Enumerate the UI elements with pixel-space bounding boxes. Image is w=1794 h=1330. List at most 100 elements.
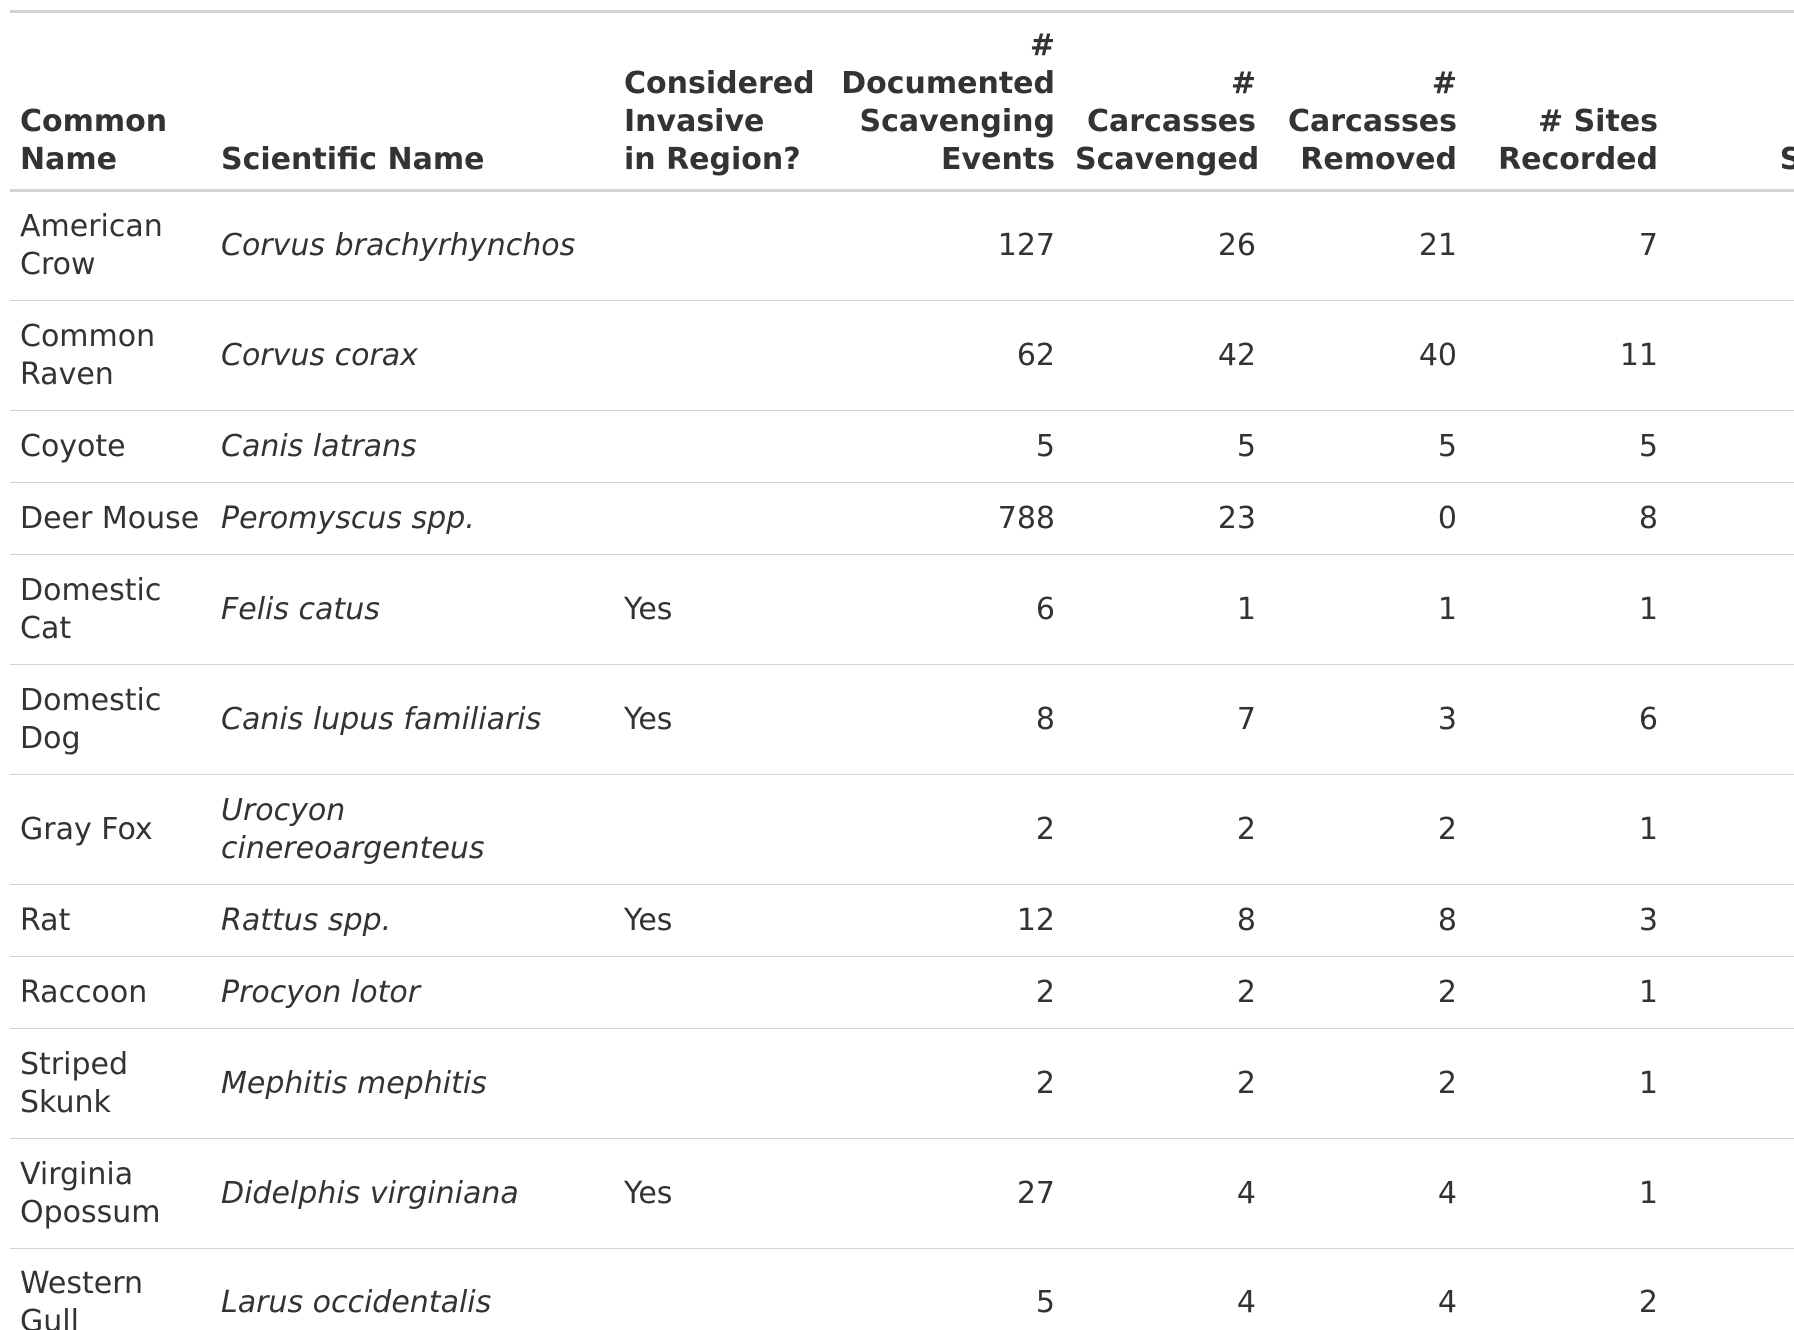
- scientific-name-cell: Peromyscus spp.: [211, 483, 614, 555]
- sites-cell: 6: [1467, 665, 1668, 775]
- events-cell: 6: [815, 555, 1065, 665]
- sites-cell: 3: [1467, 885, 1668, 957]
- removed-cell: 2: [1266, 1029, 1467, 1139]
- events-cell: 2: [815, 1029, 1065, 1139]
- common-name-cell: Virginia Opossum: [10, 1139, 211, 1249]
- invasive-cell: [614, 1249, 815, 1330]
- header-sum-maxn: Su MaxI All S: [1668, 12, 1794, 191]
- invasive-cell: [614, 191, 815, 301]
- table-row: Domestic Cat Felis catus Yes 6 1 1 1: [10, 555, 1794, 665]
- header-common-name: Common Name: [10, 12, 211, 191]
- events-cell: 5: [815, 411, 1065, 483]
- events-cell: 2: [815, 957, 1065, 1029]
- removed-cell: 2: [1266, 775, 1467, 885]
- invasive-cell: [614, 957, 815, 1029]
- sum-maxn-cell: [1668, 885, 1794, 957]
- header-scientific-name: Scientific Name: [211, 12, 614, 191]
- table-row: Rat Rattus spp. Yes 12 8 8 3: [10, 885, 1794, 957]
- sites-cell: 1: [1467, 775, 1668, 885]
- common-name-cell: Coyote: [10, 411, 211, 483]
- sum-maxn-cell: [1668, 1029, 1794, 1139]
- sites-cell: 2: [1467, 1249, 1668, 1330]
- invasive-cell: Yes: [614, 665, 815, 775]
- table-row: American Crow Corvus brachyrhynchos 127 …: [10, 191, 1794, 301]
- removed-cell: 8: [1266, 885, 1467, 957]
- scavenger-table-container: Common Name Scientific Name Considered I…: [10, 10, 1794, 1330]
- invasive-cell: [614, 1029, 815, 1139]
- common-name-cell: Common Raven: [10, 301, 211, 411]
- header-documented-events: # Documented Scavenging Events: [815, 12, 1065, 191]
- sum-maxn-cell: [1668, 665, 1794, 775]
- scavenged-cell: 26: [1065, 191, 1266, 301]
- sum-maxn-cell: [1668, 775, 1794, 885]
- sites-cell: 11: [1467, 301, 1668, 411]
- scientific-name-cell: Corvus corax: [211, 301, 614, 411]
- scavenged-cell: 2: [1065, 1029, 1266, 1139]
- sum-maxn-cell: [1668, 1139, 1794, 1249]
- sites-cell: 7: [1467, 191, 1668, 301]
- header-carcasses-scavenged: # Carcasses Scavenged: [1065, 12, 1266, 191]
- scientific-name-cell: Procyon lotor: [211, 957, 614, 1029]
- invasive-cell: Yes: [614, 555, 815, 665]
- sites-cell: 1: [1467, 1139, 1668, 1249]
- table-row: Virginia Opossum Didelphis virginiana Ye…: [10, 1139, 1794, 1249]
- table-row: Western Gull Larus occidentalis 5 4 4 2: [10, 1249, 1794, 1330]
- common-name-cell: Rat: [10, 885, 211, 957]
- table-row: Coyote Canis latrans 5 5 5 5: [10, 411, 1794, 483]
- common-name-cell: Deer Mouse: [10, 483, 211, 555]
- common-name-cell: Domestic Cat: [10, 555, 211, 665]
- removed-cell: 5: [1266, 411, 1467, 483]
- scavenged-cell: 42: [1065, 301, 1266, 411]
- common-name-cell: Striped Skunk: [10, 1029, 211, 1139]
- scavenged-cell: 4: [1065, 1139, 1266, 1249]
- events-cell: 2: [815, 775, 1065, 885]
- sum-maxn-cell: [1668, 957, 1794, 1029]
- sites-cell: 8: [1467, 483, 1668, 555]
- table-row: Gray Fox Urocyon cinereoargenteus 2 2 2 …: [10, 775, 1794, 885]
- scavenged-cell: 23: [1065, 483, 1266, 555]
- header-row: Common Name Scientific Name Considered I…: [10, 12, 1794, 191]
- events-cell: 12: [815, 885, 1065, 957]
- scientific-name-cell: Corvus brachyrhynchos: [211, 191, 614, 301]
- table-row: Domestic Dog Canis lupus familiaris Yes …: [10, 665, 1794, 775]
- sites-cell: 1: [1467, 957, 1668, 1029]
- sum-maxn-cell: [1668, 483, 1794, 555]
- invasive-cell: Yes: [614, 1139, 815, 1249]
- scientific-name-cell: Mephitis mephitis: [211, 1029, 614, 1139]
- scientific-name-cell: Canis latrans: [211, 411, 614, 483]
- scavenged-cell: 7: [1065, 665, 1266, 775]
- events-cell: 127: [815, 191, 1065, 301]
- events-cell: 8: [815, 665, 1065, 775]
- sum-maxn-cell: [1668, 411, 1794, 483]
- header-invasive: Considered Invasive in Region?: [614, 12, 815, 191]
- scavenged-cell: 2: [1065, 957, 1266, 1029]
- common-name-cell: Raccoon: [10, 957, 211, 1029]
- header-carcasses-removed: # Carcasses Removed: [1266, 12, 1467, 191]
- removed-cell: 3: [1266, 665, 1467, 775]
- sites-cell: 1: [1467, 1029, 1668, 1139]
- common-name-cell: Western Gull: [10, 1249, 211, 1330]
- sites-cell: 1: [1467, 555, 1668, 665]
- scientific-name-cell: Larus occidentalis: [211, 1249, 614, 1330]
- table-row: Common Raven Corvus corax 62 42 40 11: [10, 301, 1794, 411]
- common-name-cell: Gray Fox: [10, 775, 211, 885]
- invasive-cell: [614, 301, 815, 411]
- events-cell: 62: [815, 301, 1065, 411]
- scientific-name-cell: Rattus spp.: [211, 885, 614, 957]
- removed-cell: 2: [1266, 957, 1467, 1029]
- events-cell: 5: [815, 1249, 1065, 1330]
- scavenged-cell: 5: [1065, 411, 1266, 483]
- scavenged-cell: 8: [1065, 885, 1266, 957]
- scientific-name-cell: Felis catus: [211, 555, 614, 665]
- common-name-cell: Domestic Dog: [10, 665, 211, 775]
- events-cell: 27: [815, 1139, 1065, 1249]
- removed-cell: 1: [1266, 555, 1467, 665]
- table-row: Striped Skunk Mephitis mephitis 2 2 2 1: [10, 1029, 1794, 1139]
- events-cell: 788: [815, 483, 1065, 555]
- scavenged-cell: 2: [1065, 775, 1266, 885]
- removed-cell: 21: [1266, 191, 1467, 301]
- sum-maxn-cell: [1668, 191, 1794, 301]
- common-name-cell: American Crow: [10, 191, 211, 301]
- table-row: Raccoon Procyon lotor 2 2 2 1: [10, 957, 1794, 1029]
- removed-cell: 4: [1266, 1249, 1467, 1330]
